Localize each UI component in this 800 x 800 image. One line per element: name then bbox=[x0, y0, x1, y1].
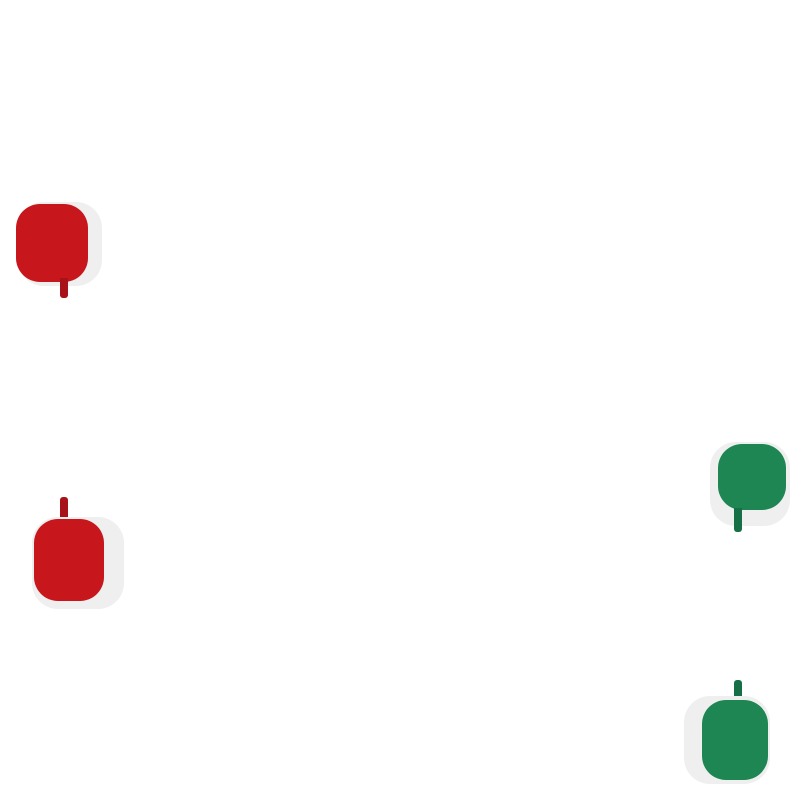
marker-body bbox=[702, 700, 768, 780]
marker-tail bbox=[734, 508, 742, 532]
marker-tail bbox=[60, 278, 68, 298]
red-marker-bottom-left bbox=[30, 495, 125, 613]
green-marker-right-top bbox=[708, 440, 790, 535]
marker-tail bbox=[734, 680, 742, 706]
marker-body bbox=[718, 444, 786, 510]
marker-tail bbox=[60, 497, 68, 523]
marker-body bbox=[34, 519, 104, 601]
red-marker-top-left bbox=[12, 200, 102, 300]
green-marker-right-bottom bbox=[682, 678, 774, 788]
marker-body bbox=[16, 204, 88, 282]
